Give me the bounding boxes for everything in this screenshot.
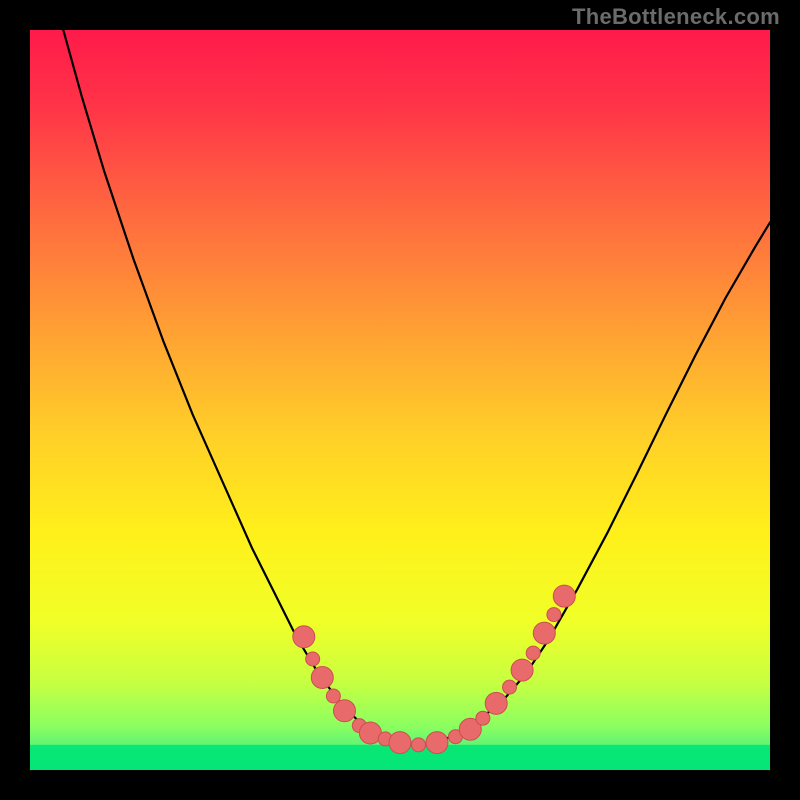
marker-point xyxy=(426,732,448,754)
marker-point xyxy=(503,680,517,694)
marker-point xyxy=(547,608,561,622)
marker-point xyxy=(293,626,315,648)
marker-point xyxy=(326,689,340,703)
marker-point xyxy=(389,732,411,754)
marker-point xyxy=(412,738,426,752)
marker-point xyxy=(306,652,320,666)
marker-point xyxy=(311,667,333,689)
watermark-text: TheBottleneck.com xyxy=(572,4,780,30)
marker-point xyxy=(553,585,575,607)
marker-point xyxy=(485,692,507,714)
marker-point xyxy=(526,646,540,660)
marker-point xyxy=(511,659,533,681)
chart-container: TheBottleneck.com xyxy=(0,0,800,800)
marker-point xyxy=(334,700,356,722)
gradient-bg xyxy=(30,30,770,770)
plot-area xyxy=(30,30,770,770)
marker-point xyxy=(533,622,555,644)
chart-svg xyxy=(30,30,770,770)
marker-point xyxy=(476,711,490,725)
